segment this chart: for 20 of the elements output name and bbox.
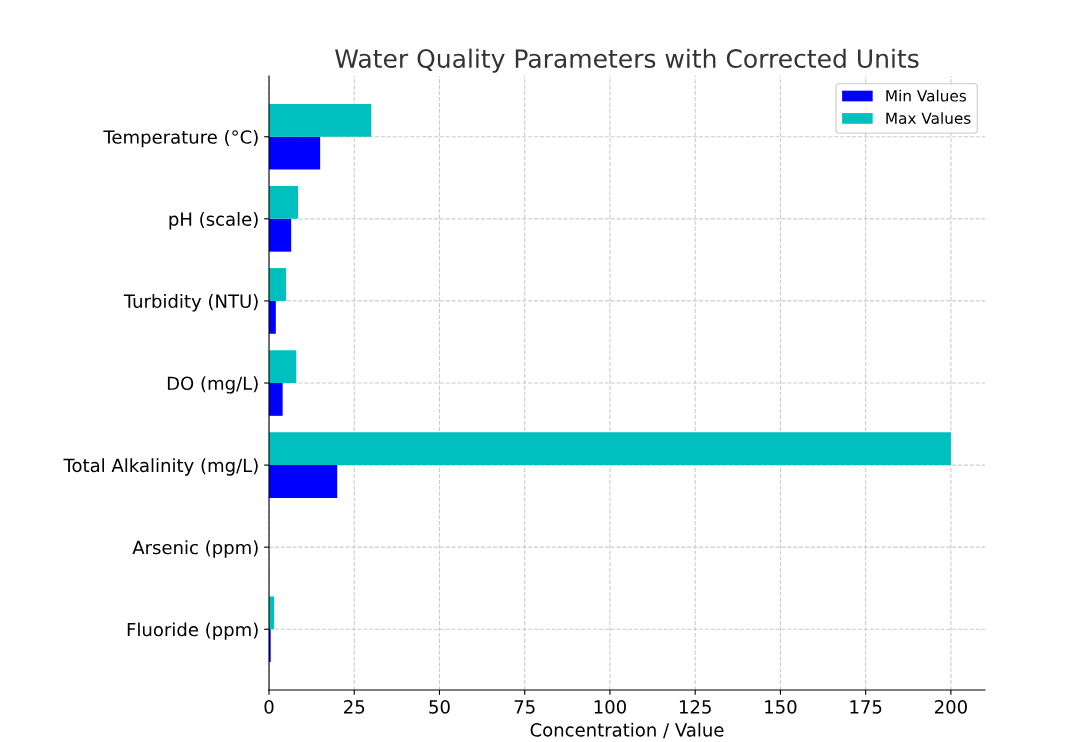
legend-label: Max Values <box>886 112 971 124</box>
x-tick-label: 75 <box>514 700 535 714</box>
x-tick-label: 175 <box>850 700 882 714</box>
chart-title: Water Quality Parameters with Corrected Units <box>335 48 919 73</box>
y-tick-label: Fluoride (ppm) <box>127 622 258 640</box>
legend-label: Min Values <box>886 89 967 102</box>
x-tick-label: 50 <box>429 700 450 714</box>
y-tick-label: Turbidity (NTU) <box>123 294 258 312</box>
x-axis-title: Concentration / Value <box>530 722 724 739</box>
y-tick-label: Total Alkalinity (mg/L) <box>63 458 258 476</box>
y-tick-label: Arsenic (ppm) <box>132 540 258 558</box>
x-tick-label: 200 <box>935 700 967 714</box>
x-tick-label: 100 <box>594 700 626 714</box>
x-tick-label: 150 <box>765 700 797 714</box>
y-tick-label: pH (scale) <box>169 211 258 230</box>
x-tick-label: 125 <box>679 700 711 714</box>
y-tick-label: Temperature (°C) <box>103 129 258 148</box>
x-tick-label: 25 <box>344 700 365 714</box>
y-tick-label: DO (mg/L) <box>167 376 258 394</box>
x-tick-label: 0 <box>264 700 274 714</box>
